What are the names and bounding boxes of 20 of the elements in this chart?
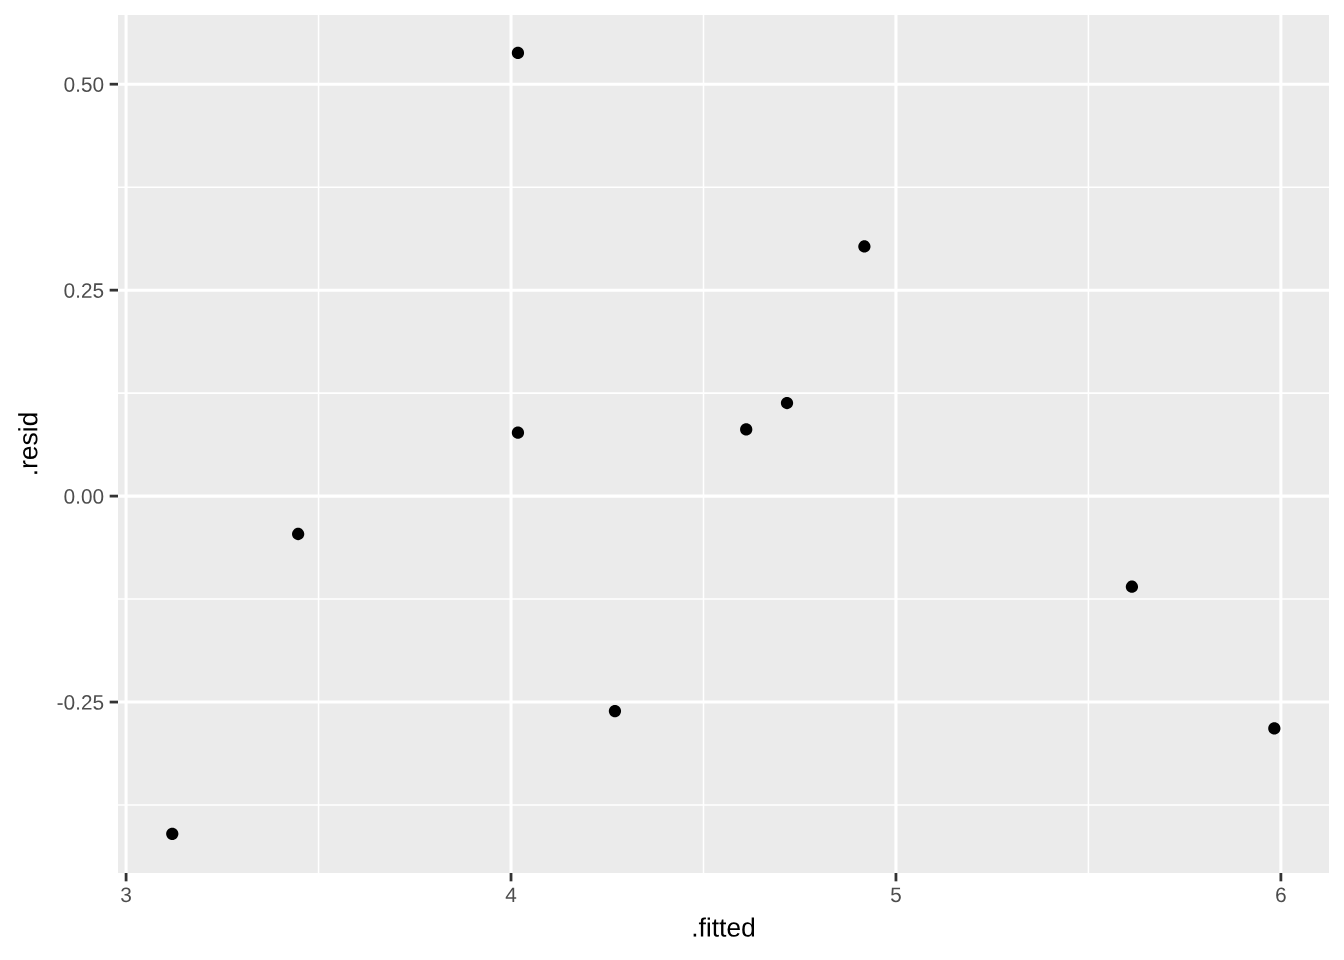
- point: [1125, 580, 1139, 593]
- x-tick-label: 3: [121, 887, 131, 903]
- x-tick-label: 5: [890, 887, 901, 903]
- point: [511, 46, 525, 60]
- point: [292, 527, 305, 541]
- y-tick-label: 0.00: [64, 489, 104, 504]
- point: [511, 426, 525, 439]
- point: [608, 704, 622, 718]
- x-tick-label: 6: [1276, 887, 1286, 903]
- y-axis-title: .resid: [18, 413, 38, 474]
- point: [740, 423, 753, 436]
- point: [858, 240, 871, 253]
- y-tick-label: 0.50: [64, 77, 104, 92]
- point: [1268, 722, 1281, 735]
- y-tick-label: 0.25: [64, 283, 104, 298]
- y-tick-label: -0.25: [57, 695, 104, 710]
- point: [780, 396, 794, 410]
- x-tick-label: 4: [505, 887, 517, 902]
- point: [166, 827, 179, 840]
- x-axis-title: .fitted: [693, 917, 755, 937]
